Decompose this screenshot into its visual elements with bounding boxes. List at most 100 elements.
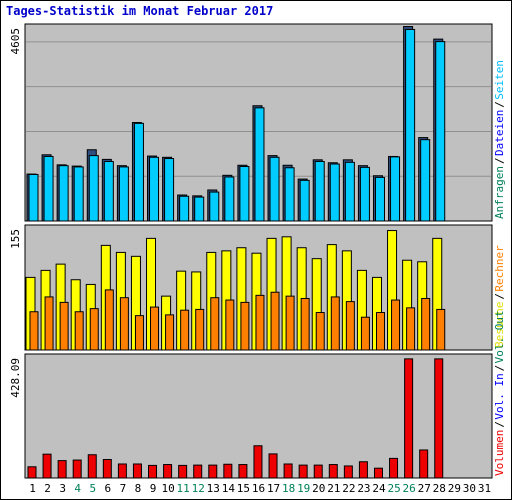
dateien-bar: [390, 156, 401, 222]
x-tick-label: 20: [312, 482, 325, 495]
dateien-bar: [344, 161, 355, 222]
rechner-bar: [119, 297, 129, 351]
x-tick-label: 4: [74, 482, 81, 495]
dateien-bar: [179, 195, 190, 222]
dateien-bar: [149, 156, 160, 222]
rechner-bar: [436, 308, 446, 351]
volumen-bar: [208, 464, 218, 479]
dateien-bar: [224, 176, 235, 222]
x-tick-label: 19: [297, 482, 310, 495]
volumen-bar: [178, 464, 188, 479]
x-tick-label: 26: [403, 482, 416, 495]
volumen-bar: [193, 464, 203, 479]
rechner-bar: [89, 308, 99, 351]
legend-label-rechner: Rechner: [493, 245, 506, 292]
volumen-bar: [148, 464, 158, 479]
volumen-bar: [404, 358, 414, 479]
x-tick-label: 31: [478, 482, 491, 495]
x-tick-label: 15: [237, 482, 250, 495]
legend-label-vol-out: Vol. Out: [493, 310, 506, 363]
rechner-bar: [44, 296, 54, 351]
rechner-bar: [150, 306, 160, 351]
dateien-bar: [118, 166, 129, 222]
dateien-bar: [103, 160, 114, 222]
dateien-bar: [329, 163, 340, 222]
x-tick-label: 7: [120, 482, 127, 495]
rechner-bar: [29, 311, 39, 351]
x-tick-label: 1: [29, 482, 36, 495]
rechner-bar: [285, 295, 295, 351]
legend-separator: /: [493, 421, 506, 428]
x-tick-label: 13: [207, 482, 220, 495]
volumen-bar: [238, 464, 248, 479]
rechner-bar: [300, 297, 310, 351]
legend-label-volumen: Volumen: [493, 430, 506, 476]
rechner-bar: [104, 289, 114, 351]
x-tick-label: 24: [372, 482, 386, 495]
dateien-bar: [239, 166, 250, 222]
rechner-bar: [59, 301, 69, 351]
x-tick-label: 18: [282, 482, 295, 495]
dateien-bar: [420, 139, 431, 222]
panel-2-max-label: 155: [9, 229, 22, 249]
rechner-bar: [330, 296, 340, 351]
volumen-bar: [57, 460, 67, 479]
x-tick-label: 6: [105, 482, 112, 495]
rechner-bar: [391, 299, 401, 351]
volumen-bar: [313, 464, 323, 479]
legend-label-seiten: Seiten: [493, 60, 506, 100]
rechner-bar: [210, 297, 220, 351]
dateien-bar: [209, 191, 220, 222]
volumen-bar: [298, 464, 308, 479]
dateien-bar: [405, 28, 416, 222]
volumen-bar: [328, 464, 338, 479]
x-tick-label: 30: [463, 482, 476, 495]
x-tick-label: 12: [192, 482, 205, 495]
dateien-bar: [254, 107, 265, 222]
x-tick-label: 8: [135, 482, 142, 495]
volumen-bar: [87, 454, 97, 479]
volumen-bar: [358, 461, 368, 479]
x-tick-label: 21: [327, 482, 340, 495]
volumen-bar: [117, 463, 127, 479]
legend-separator: /: [493, 101, 506, 108]
x-tick-label: 11: [177, 482, 190, 495]
legend-separator: /: [493, 293, 506, 300]
volumen-bar: [283, 463, 293, 479]
volumen-bar: [419, 449, 429, 479]
volumen-bar: [253, 445, 263, 479]
dateien-bar: [88, 155, 99, 222]
rechner-bar: [240, 301, 250, 351]
volumen-bar: [132, 463, 142, 479]
volumen-bar: [389, 457, 399, 479]
volumen-bar: [434, 358, 444, 479]
volumen-bar: [163, 464, 173, 479]
volumen-bar: [102, 458, 112, 479]
x-tick-label: 14: [222, 482, 236, 495]
volumen-bar: [27, 466, 37, 479]
chart-title: Tages-Statistik im Monat Februar 2017: [6, 4, 274, 18]
rechner-bar: [225, 299, 235, 351]
dateien-bar: [374, 176, 385, 222]
x-tick-label: 29: [448, 482, 461, 495]
rechner-bar: [74, 311, 84, 351]
dateien-bar: [58, 165, 69, 222]
legend-label-dateien: Dateien: [493, 110, 506, 156]
dateien-bar: [43, 155, 54, 222]
dateien-bar: [133, 122, 144, 222]
volumen-bar: [268, 453, 278, 479]
rechner-bar: [255, 294, 265, 351]
x-tick-label: 2: [44, 482, 51, 495]
dateien-bar: [194, 196, 205, 222]
x-tick-label: 22: [342, 482, 355, 495]
rechner-bar: [165, 314, 175, 351]
rechner-bar: [270, 291, 280, 351]
rechner-bar: [195, 308, 205, 351]
legend-label-vol-in: Vol. In: [493, 373, 506, 419]
rechner-bar: [421, 297, 431, 351]
x-tick-label: 16: [252, 482, 265, 495]
legend-separator: /: [493, 365, 506, 372]
rechner-bar: [375, 312, 385, 351]
rechner-bar: [315, 312, 325, 351]
